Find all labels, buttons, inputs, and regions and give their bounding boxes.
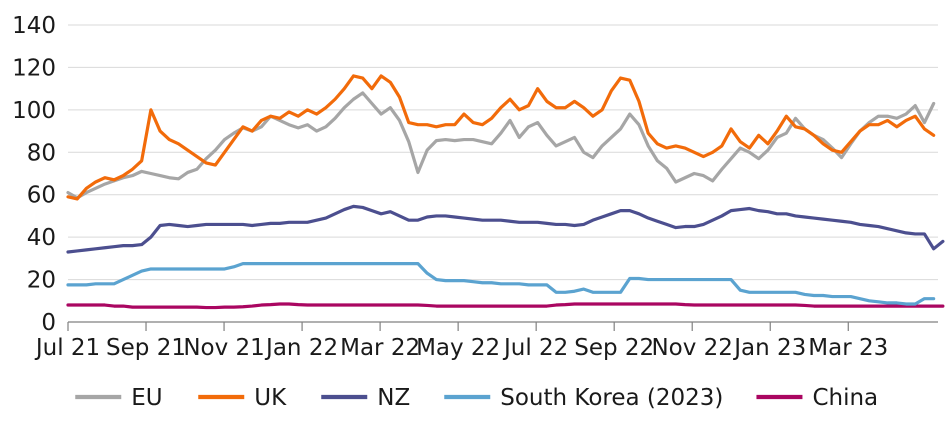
legend-label-china[interactable]: China: [812, 385, 878, 411]
series-line-south-korea-2023: [66, 262, 936, 306]
series-group: [66, 74, 945, 310]
series-line-uk: [66, 74, 936, 201]
gridlines-group: [68, 24, 938, 281]
x-axis-tick-label: May 22: [416, 335, 500, 361]
x-axis-group: [67, 321, 938, 331]
y-axis-labels-group: 140 120 100 80 60 40 20 0: [12, 13, 56, 336]
series-line-china: [66, 302, 945, 310]
legend-label-south-korea-2023[interactable]: South Korea (2023): [500, 385, 723, 411]
legend-label-nz[interactable]: NZ: [377, 385, 410, 411]
x-axis-tick-label: Jan 23: [732, 335, 806, 361]
legend-group: EU UK NZ South Korea (2023) China: [75, 385, 878, 411]
y-axis-tick-label: 100: [12, 98, 56, 124]
y-axis-tick-label: 140: [12, 13, 56, 39]
x-axis-tick-label: Mar 23: [808, 335, 888, 361]
legend-label-uk[interactable]: UK: [254, 385, 287, 411]
x-axis-tick-label: Sep 21: [106, 335, 186, 361]
x-axis-tick-label: Jan 22: [264, 335, 338, 361]
y-axis-tick-label: 80: [27, 140, 56, 166]
x-axis-tick-label: Sep 22: [574, 335, 654, 361]
y-axis-tick-label: 60: [27, 183, 56, 209]
series-line-eu: [66, 91, 936, 200]
y-axis-tick-label: 20: [27, 268, 56, 294]
legend-label-eu[interactable]: EU: [131, 385, 162, 411]
x-axis-tick-label: Jul 22: [502, 335, 568, 361]
y-axis-tick-label: 120: [12, 55, 56, 81]
x-axis-tick-label: Nov 22: [651, 335, 732, 361]
y-axis-tick-label: 40: [27, 225, 56, 251]
series-line-nz: [66, 204, 945, 254]
x-axis-tick-label: Mar 22: [340, 335, 420, 361]
x-axis-tick-label: Jul 21: [34, 335, 100, 361]
y-axis-tick-label: 0: [41, 310, 56, 336]
x-axis-tick-label: Nov 21: [183, 335, 264, 361]
